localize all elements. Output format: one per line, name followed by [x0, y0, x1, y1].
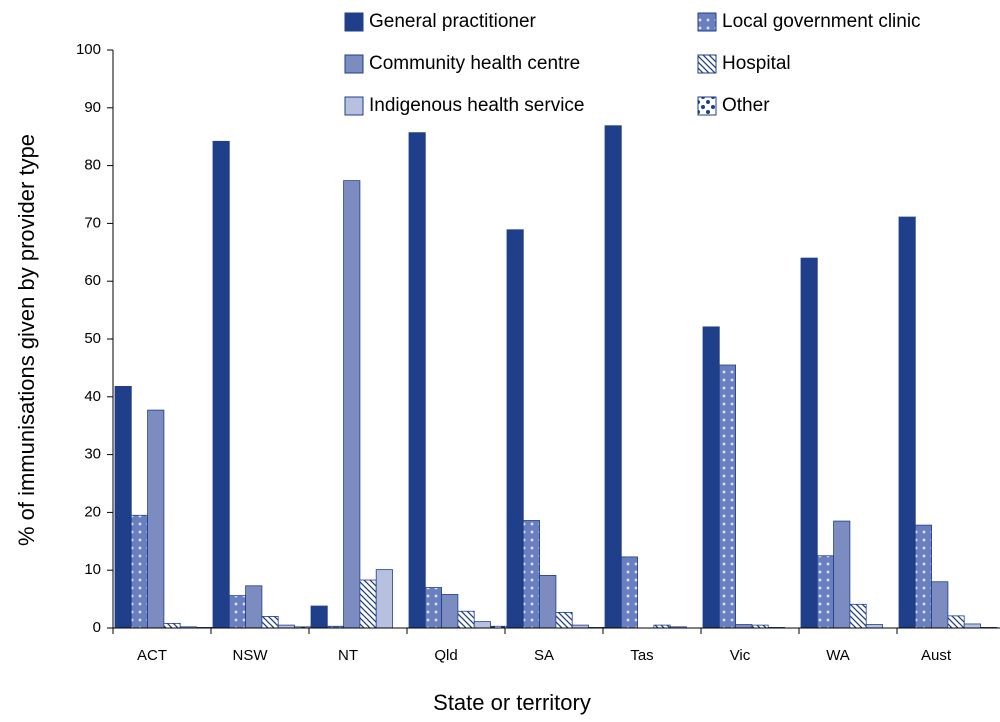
legend-swatch — [344, 54, 364, 74]
bar — [343, 180, 361, 629]
bar — [245, 585, 263, 629]
x-tick-label: Vic — [730, 647, 751, 664]
x-tick-label: SA — [534, 647, 554, 664]
y-tick-label: 80 — [84, 157, 101, 174]
bar — [816, 555, 834, 629]
x-tick-label: NSW — [233, 647, 269, 664]
bar — [735, 624, 753, 629]
bar — [359, 579, 377, 629]
bar — [522, 520, 540, 629]
bar — [931, 581, 949, 629]
bar — [702, 326, 720, 629]
bar — [441, 594, 459, 629]
y-axis-label: % of immunisations given by provider typ… — [14, 134, 39, 546]
x-tick-label: NT — [338, 647, 358, 664]
y-tick-label: 40 — [84, 388, 101, 405]
legend-label: Local government clinic — [722, 11, 921, 32]
y-tick-label: 100 — [76, 41, 101, 58]
bar — [457, 610, 475, 629]
bar — [947, 615, 965, 629]
x-tick-label: Aust — [921, 647, 952, 664]
legend-label: General practitioner — [369, 11, 537, 32]
bar — [800, 257, 818, 629]
bar — [424, 587, 442, 629]
y-tick-label: 10 — [84, 561, 101, 578]
legend-swatch — [344, 12, 364, 32]
x-tick-label: Tas — [630, 647, 653, 664]
bar — [473, 621, 491, 629]
legend-label: Indigenous health service — [369, 95, 584, 116]
bar — [147, 409, 165, 629]
bar — [114, 385, 132, 629]
bar — [375, 569, 393, 629]
bar — [604, 125, 622, 629]
bar — [865, 624, 883, 629]
y-tick-label: 0 — [93, 619, 101, 636]
bar — [163, 622, 181, 629]
bar — [620, 556, 638, 629]
bar — [833, 520, 851, 629]
legend-swatch — [697, 12, 717, 32]
x-tick-label: ACT — [137, 647, 167, 664]
bar — [914, 524, 932, 629]
y-tick-label: 90 — [84, 99, 101, 116]
x-axis-label: State or territory — [433, 690, 591, 715]
x-tick-label: Qld — [434, 647, 457, 664]
legend-swatch — [697, 96, 717, 116]
y-tick-label: 70 — [84, 214, 101, 231]
bar — [898, 216, 916, 629]
bar — [555, 611, 573, 629]
y-tick-label: 30 — [84, 446, 101, 463]
legend-swatch — [697, 54, 717, 74]
bar — [963, 623, 981, 629]
bar — [212, 140, 230, 629]
legend-label: Other — [722, 95, 770, 116]
bar — [718, 364, 736, 629]
bar — [228, 595, 247, 629]
bar — [130, 514, 149, 629]
y-tick-label: 20 — [84, 503, 101, 520]
bar — [261, 616, 279, 629]
legend-label: Hospital — [722, 53, 791, 74]
bar — [539, 575, 557, 629]
bar — [408, 132, 426, 629]
y-tick-label: 60 — [84, 272, 101, 289]
bar — [849, 603, 867, 629]
bar — [506, 229, 524, 629]
bar — [310, 605, 328, 629]
x-tick-label: WA — [826, 647, 850, 664]
y-tick-label: 50 — [84, 330, 101, 347]
legend-swatch — [344, 96, 364, 116]
legend-label: Community health centre — [369, 53, 580, 74]
